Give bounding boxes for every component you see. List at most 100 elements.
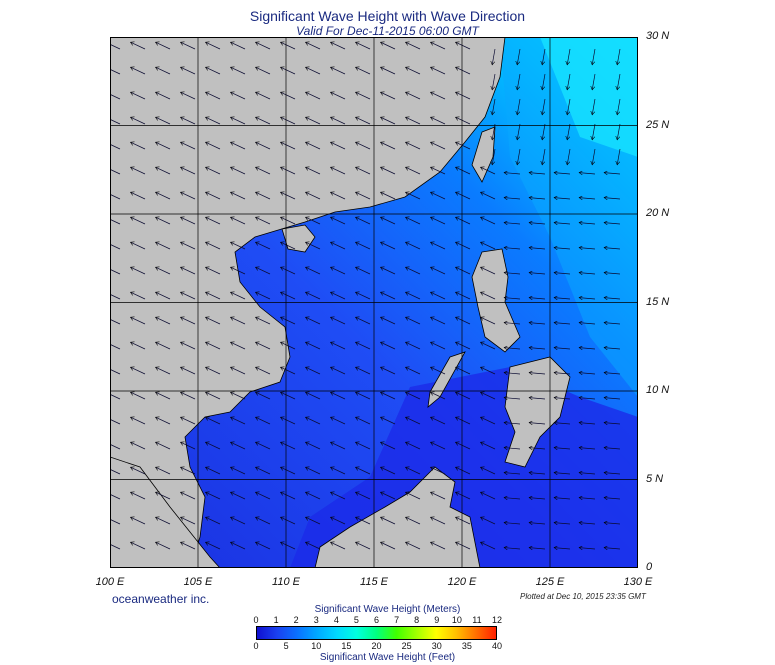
direction-arrow: [181, 117, 196, 125]
direction-arrow: [554, 498, 571, 499]
direction-arrow: [181, 417, 196, 425]
direction-arrow: [567, 98, 571, 115]
direction-arrow: [529, 298, 546, 299]
direction-arrow: [529, 523, 546, 524]
direction-arrow: [231, 392, 246, 400]
direction-arrow: [306, 417, 321, 425]
direction-arrow: [481, 342, 496, 350]
direction-arrow: [156, 167, 171, 175]
direction-arrow: [256, 492, 271, 500]
direction-arrow: [481, 492, 496, 500]
meters-tick: 2: [293, 615, 299, 625]
direction-arrow: [492, 98, 496, 115]
direction-arrow: [181, 67, 196, 75]
direction-arrow: [231, 142, 246, 150]
direction-arrow: [281, 67, 296, 75]
legend-feet-title: Significant Wave Height (Feet): [319, 652, 456, 663]
latitude-label: 5 N: [646, 472, 664, 485]
direction-arrow: [110, 143, 121, 150]
direction-arrow: [281, 317, 296, 325]
direction-arrow: [356, 367, 371, 375]
direction-arrow: [529, 248, 546, 249]
direction-arrow: [579, 173, 596, 174]
direction-arrow: [156, 467, 171, 475]
direction-arrow: [592, 98, 596, 115]
direction-arrow: [406, 542, 421, 550]
direction-arrow: [381, 67, 396, 75]
direction-arrow: [356, 417, 371, 425]
direction-arrow: [517, 48, 521, 65]
direction-arrow: [381, 492, 396, 500]
direction-arrow: [356, 242, 371, 250]
direction-arrow: [456, 42, 471, 50]
direction-arrow: [231, 42, 246, 50]
direction-arrow: [356, 467, 371, 475]
latitude-label: 20 N: [646, 207, 670, 219]
direction-arrow: [156, 292, 171, 300]
direction-arrow: [331, 217, 346, 225]
direction-arrow: [579, 273, 596, 274]
direction-arrow: [381, 117, 396, 125]
direction-arrow: [504, 398, 521, 399]
direction-arrow: [281, 342, 296, 350]
direction-arrow: [306, 142, 321, 150]
direction-arrow: [604, 548, 621, 549]
direction-arrow: [604, 523, 621, 524]
legend-meters-title: Significant Wave Height (Meters): [314, 604, 461, 615]
direction-arrow: [331, 42, 346, 50]
direction-arrow: [181, 367, 196, 375]
direction-arrow: [256, 142, 271, 150]
direction-arrow: [381, 192, 396, 200]
meters-tick: 10: [451, 615, 462, 625]
direction-arrow: [206, 517, 221, 525]
direction-arrow: [456, 192, 471, 200]
direction-arrow: [492, 73, 496, 90]
feet-tick: 5: [283, 641, 289, 651]
direction-arrow: [281, 517, 296, 525]
direction-arrow: [504, 323, 521, 324]
direction-arrow: [431, 42, 446, 50]
direction-arrow: [554, 423, 571, 424]
direction-arrow: [131, 92, 146, 100]
direction-arrow: [110, 243, 121, 250]
direction-arrow: [131, 292, 146, 300]
direction-arrow: [481, 167, 496, 175]
direction-arrow: [381, 342, 396, 350]
direction-arrow: [356, 442, 371, 450]
direction-arrow: [604, 448, 621, 449]
direction-arrow: [110, 493, 121, 500]
direction-arrow: [517, 123, 521, 140]
direction-arrow: [592, 148, 596, 165]
direction-arrow: [281, 242, 296, 250]
direction-arrow: [231, 342, 246, 350]
direction-arrow: [456, 92, 471, 100]
direction-arrow: [456, 117, 471, 125]
direction-arrow: [456, 267, 471, 275]
direction-arrow: [517, 148, 521, 165]
direction-arrow: [231, 517, 246, 525]
direction-arrow: [456, 67, 471, 75]
direction-arrow: [604, 323, 621, 324]
direction-arrow: [356, 217, 371, 225]
direction-arrow: [110, 168, 121, 175]
direction-arrow: [331, 517, 346, 525]
direction-arrow: [256, 192, 271, 200]
direction-arrow: [504, 498, 521, 499]
direction-arrow: [231, 267, 246, 275]
direction-arrow: [331, 92, 346, 100]
direction-arrow: [456, 242, 471, 250]
direction-arrow: [281, 467, 296, 475]
sea-band-northeast: [540, 37, 638, 157]
direction-arrow: [431, 292, 446, 300]
latitude-label: 15 N: [646, 295, 670, 308]
direction-arrow: [181, 192, 196, 200]
direction-arrow: [331, 417, 346, 425]
direction-arrow: [604, 198, 621, 199]
direction-arrow: [156, 542, 171, 550]
direction-arrow: [206, 92, 221, 100]
direction-arrow: [431, 67, 446, 75]
direction-arrow: [256, 292, 271, 300]
direction-arrow: [206, 67, 221, 75]
direction-arrow: [529, 548, 546, 549]
direction-arrow: [131, 367, 146, 375]
